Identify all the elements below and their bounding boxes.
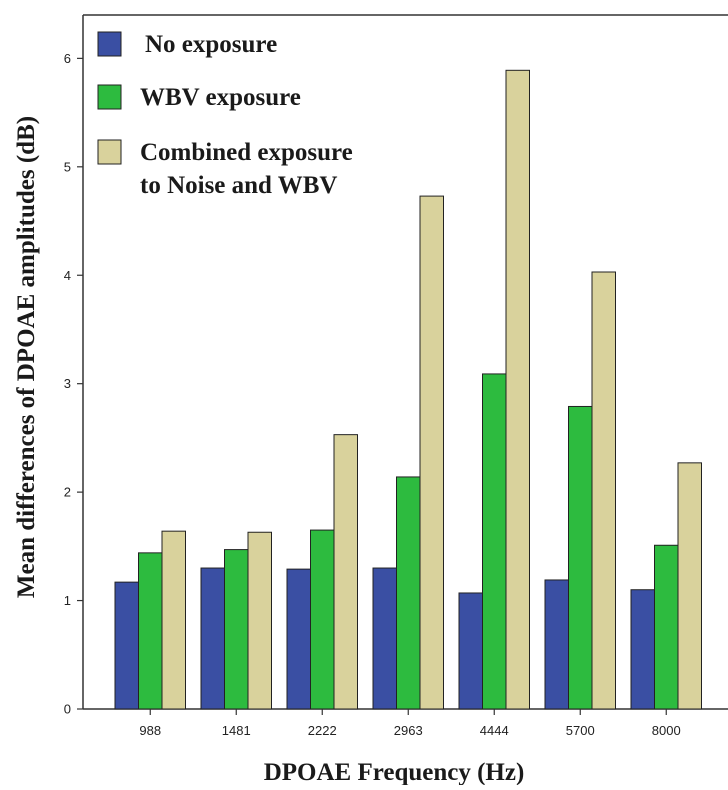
bar-3-2963	[419, 195, 444, 710]
bar-3-8000	[677, 462, 702, 710]
y-axis-title: Mean differences of DPOAE amplitudes (dB…	[13, 116, 40, 598]
y-tick-label: 5	[64, 159, 71, 174]
legend-swatch-3	[97, 139, 122, 165]
bar-2-4444	[482, 373, 507, 710]
bar-3-4444	[505, 69, 530, 710]
x-tick-label: 5700	[566, 723, 595, 738]
legend-swatch-1	[97, 31, 122, 57]
legend-label-1: No exposure	[145, 31, 277, 58]
bar-2-8000	[654, 544, 679, 710]
bar-1-5700	[544, 579, 569, 710]
bar-3-5700	[591, 271, 616, 710]
bar-2-2963	[396, 476, 421, 710]
bar-3-1481	[247, 531, 272, 710]
bar-1-1481	[200, 567, 225, 710]
bar-2-988	[138, 552, 163, 710]
x-tick-label: 4444	[480, 723, 509, 738]
x-tick-label: 988	[139, 723, 161, 738]
bar-2-1481	[224, 549, 249, 710]
legend-label-2: WBV exposure	[140, 84, 301, 111]
bar-1-988	[114, 581, 139, 710]
y-tick-label: 2	[64, 485, 71, 500]
bar-3-2222	[333, 434, 358, 710]
y-tick-label: 1	[64, 593, 71, 608]
bar-1-8000	[630, 589, 655, 710]
legend-swatch-2	[97, 84, 122, 110]
x-axis-title: DPOAE Frequency (Hz)	[264, 759, 525, 785]
y-tick-label: 3	[64, 376, 71, 391]
y-tick-label: 0	[64, 702, 71, 717]
y-tick-label: 4	[64, 268, 71, 283]
bar-2-5700	[568, 405, 593, 710]
legend-label-3: Combined exposure to Noise and WBV	[140, 139, 353, 199]
x-tick-label: 2963	[394, 723, 423, 738]
bar-1-2963	[372, 567, 397, 710]
bar-3-988	[161, 530, 186, 710]
y-tick-label: 6	[64, 51, 71, 66]
x-tick-label: 8000	[652, 723, 681, 738]
bar-2-2222	[310, 529, 335, 710]
x-tick-label: 1481	[222, 723, 251, 738]
bar-1-2222	[286, 568, 311, 710]
x-tick-label: 2222	[308, 723, 337, 738]
bar-1-4444	[458, 592, 483, 710]
